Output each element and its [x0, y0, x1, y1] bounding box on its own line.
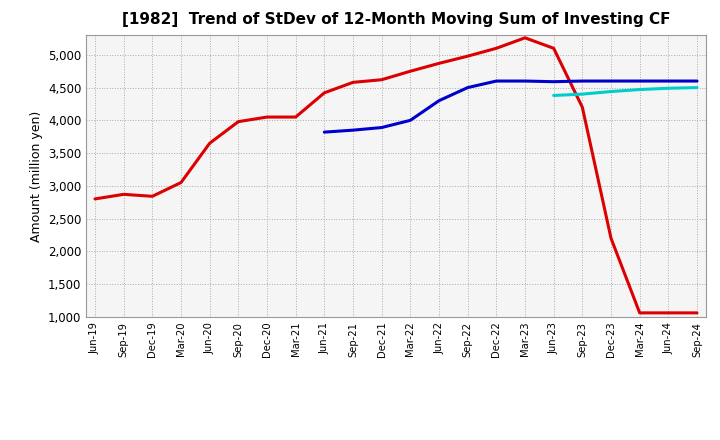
- Legend: 3 Years, 5 Years, 7 Years, 10 Years: 3 Years, 5 Years, 7 Years, 10 Years: [194, 434, 598, 440]
- Title: [1982]  Trend of StDev of 12-Month Moving Sum of Investing CF: [1982] Trend of StDev of 12-Month Moving…: [122, 12, 670, 27]
- Y-axis label: Amount (million yen): Amount (million yen): [30, 110, 42, 242]
